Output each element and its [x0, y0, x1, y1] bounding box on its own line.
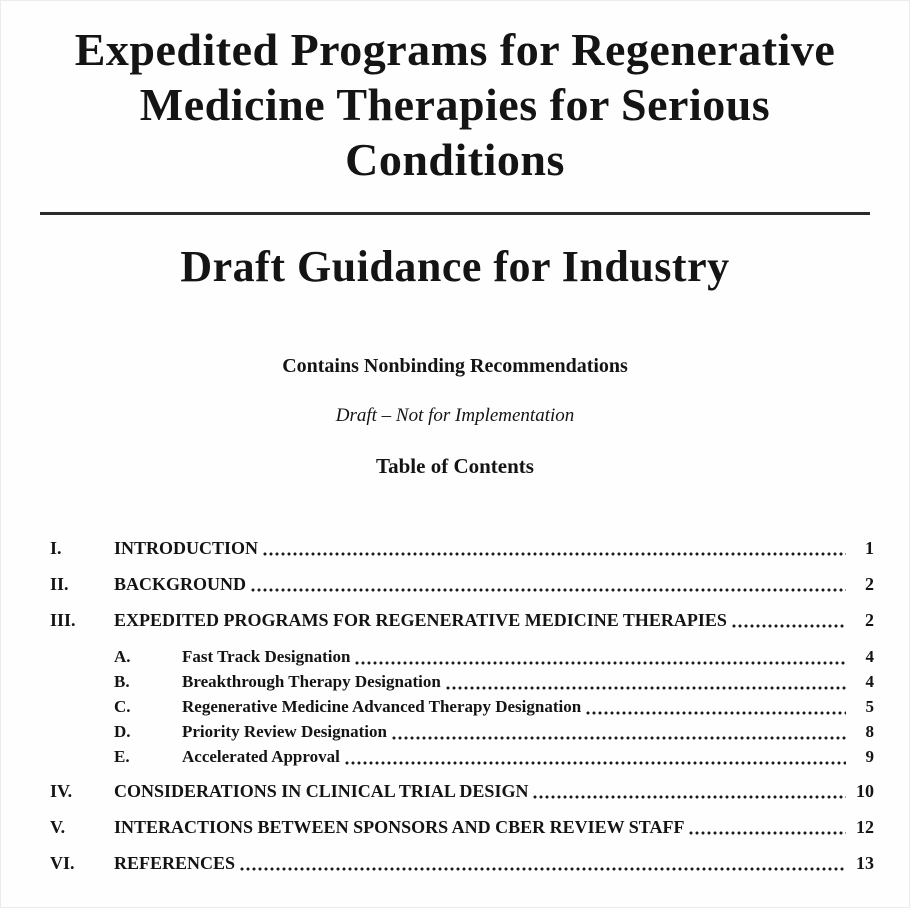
- toc-entry-page-number: 10: [856, 781, 874, 802]
- toc-subentry: D. Priority Review Designation 8: [114, 720, 874, 744]
- table-of-contents-heading: Table of Contents: [376, 454, 534, 479]
- toc-entry-label: EXPEDITED PROGRAMS FOR REGENERATIVE MEDI…: [114, 610, 727, 631]
- toc-entry-label: Fast Track Designation: [182, 647, 351, 667]
- toc-entry-label: REFERENCES: [114, 853, 236, 874]
- toc-entry-page-number: 2: [865, 610, 874, 631]
- toc-entry-page-number: 4: [865, 647, 875, 667]
- toc-entry-label: Priority Review Designation: [182, 722, 387, 742]
- toc-entry-page-number: 2: [865, 574, 874, 595]
- toc-entry-label: Accelerated Approval: [182, 747, 340, 767]
- toc-leader-dots: [251, 588, 846, 593]
- toc-leader-dots: [586, 711, 846, 716]
- toc-leader-dots: [533, 795, 846, 800]
- draft-not-for-implementation-notice: Draft – Not for Implementation: [335, 405, 575, 427]
- toc-entry-page-number: 4: [865, 672, 875, 692]
- nonbinding-recommendations-notice: Contains Nonbinding Recommendations: [282, 355, 628, 378]
- toc-entry-number: E.: [114, 747, 130, 767]
- toc-entry-label: INTERACTIONS BETWEEN SPONSORS AND CBER R…: [114, 817, 685, 838]
- toc-entry: I. INTRODUCTION 1: [50, 537, 874, 560]
- toc-entry-label: CONSIDERATIONS IN CLINICAL TRIAL DESIGN: [114, 781, 529, 802]
- toc-subentry: B. Breakthrough Therapy Designation 4: [114, 670, 874, 694]
- toc-entry-number: V.: [50, 817, 66, 838]
- toc-leader-dots: [263, 552, 846, 557]
- toc-leader-dots: [445, 686, 846, 691]
- toc-entry-page-number: 12: [856, 817, 874, 838]
- document-subtitle: Draft Guidance for Industry: [180, 241, 730, 291]
- toc-entry: VI. REFERENCES 13: [50, 852, 874, 875]
- toc-entry-page-number: 1: [865, 538, 874, 559]
- toc-leader-dots: [344, 761, 846, 766]
- title-divider-rule: [40, 211, 870, 215]
- toc-entry: II. BACKGROUND 2: [50, 573, 874, 596]
- toc-entry-number: C.: [114, 697, 131, 717]
- toc-entry-number: I.: [50, 538, 62, 559]
- toc-entry-number: D.: [114, 722, 131, 742]
- toc-entry-number: II.: [50, 574, 69, 595]
- toc-entry-number: B.: [114, 672, 130, 692]
- toc-entry-label: BACKGROUND: [114, 574, 247, 595]
- document-title: Expedited Programs for Regenerative Medi…: [74, 24, 836, 186]
- toc-entry: III. EXPEDITED PROGRAMS FOR REGENERATIVE …: [50, 609, 874, 632]
- toc-leader-dots: [731, 624, 846, 629]
- toc-subentry: E. Accelerated Approval 9: [114, 745, 874, 769]
- toc-leader-dots: [355, 661, 846, 666]
- toc-leader-dots: [689, 831, 846, 836]
- toc-entry-number: A.: [114, 647, 131, 667]
- toc-entry-page-number: 9: [865, 747, 875, 767]
- toc-entry-label: Regenerative Medicine Advanced Therapy D…: [182, 697, 582, 717]
- toc-entry-number: III.: [50, 610, 76, 631]
- toc-entry-label: INTRODUCTION: [114, 538, 259, 559]
- toc-leader-dots: [391, 736, 846, 741]
- toc-leader-dots: [240, 867, 846, 872]
- toc-subentry: C. Regenerative Medicine Advanced Therapy…: [114, 695, 874, 719]
- toc-entry-page-number: 13: [856, 853, 874, 874]
- toc-subentry: A. Fast Track Designation 4: [114, 645, 874, 669]
- toc-entry-number: VI.: [50, 853, 75, 874]
- toc-entry-page-number: 8: [865, 722, 875, 742]
- toc-entry-label: Breakthrough Therapy Designation: [182, 672, 441, 692]
- toc-entry: V. INTERACTIONS BETWEEN SPONSORS AND CBER…: [50, 816, 874, 839]
- toc-entry-page-number: 5: [865, 697, 875, 717]
- toc-entry: IV. CONSIDERATIONS IN CLINICAL TRIAL DESI…: [50, 780, 874, 803]
- toc-entry-number: IV.: [50, 781, 73, 802]
- table-of-contents: I. INTRODUCTION 1 II. BACKGROUND 2 III. EXPEDIT…: [50, 537, 874, 875]
